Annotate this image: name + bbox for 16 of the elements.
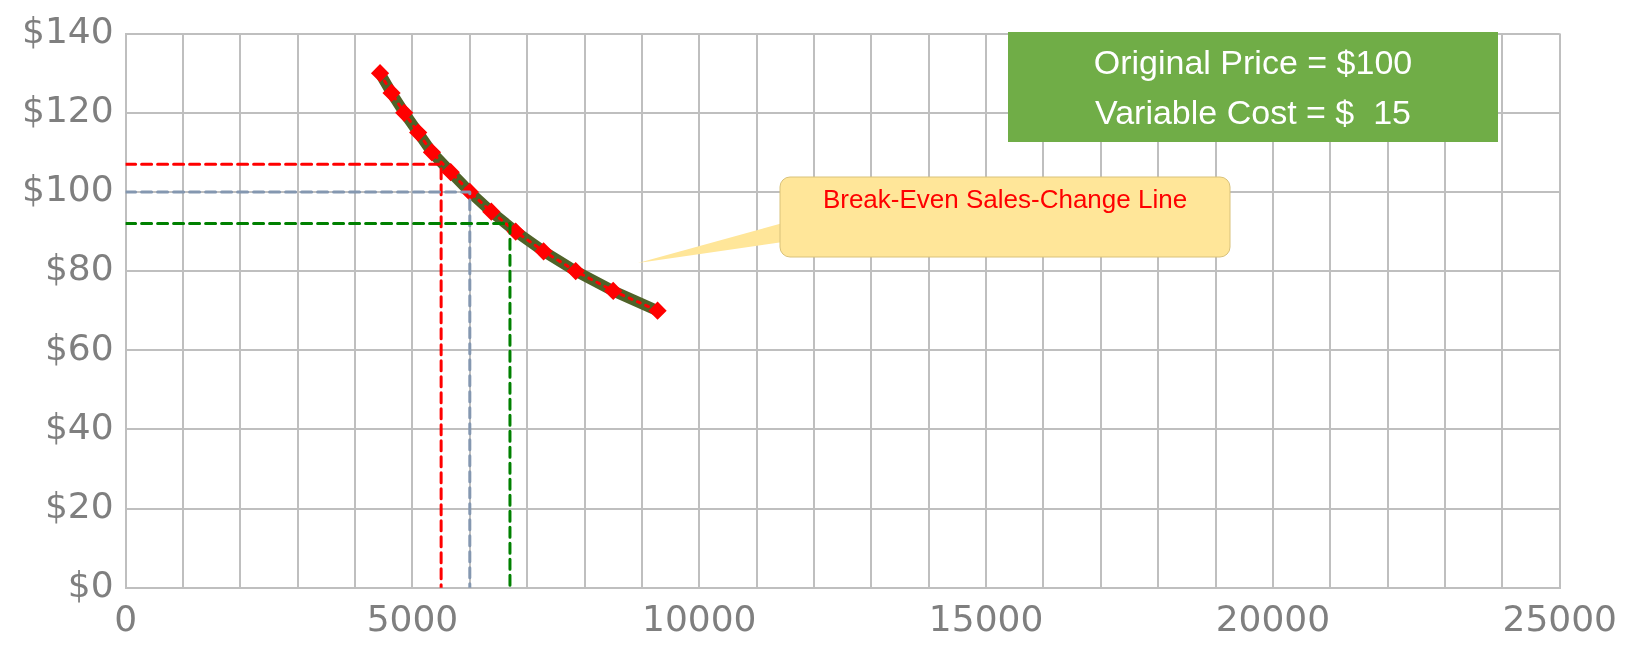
x-tick-label: 10000 [642, 597, 757, 639]
x-tick-label: 20000 [1215, 597, 1331, 639]
y-tick-label: $0 [67, 564, 114, 606]
y-tick-label: $80 [44, 247, 114, 289]
y-tick-label: $20 [44, 484, 114, 526]
x-tick-label: 15000 [928, 597, 1044, 639]
x-tick-label: 5000 [366, 597, 459, 639]
annotation: Break-Even Sales-Change Line [821, 183, 1189, 216]
text-box: Original Price = $100 Variable Cost = $ 15 [1008, 32, 1498, 142]
y-tick-label: $100 [21, 168, 114, 210]
y-tick-label: $120 [21, 89, 114, 131]
y-tick-label: $40 [44, 405, 114, 447]
x-tick-label: 0 [114, 597, 138, 639]
y-tick-label: $60 [44, 326, 114, 368]
y-tick-label: $140 [21, 9, 114, 51]
x-tick-label: 25000 [1502, 597, 1617, 639]
